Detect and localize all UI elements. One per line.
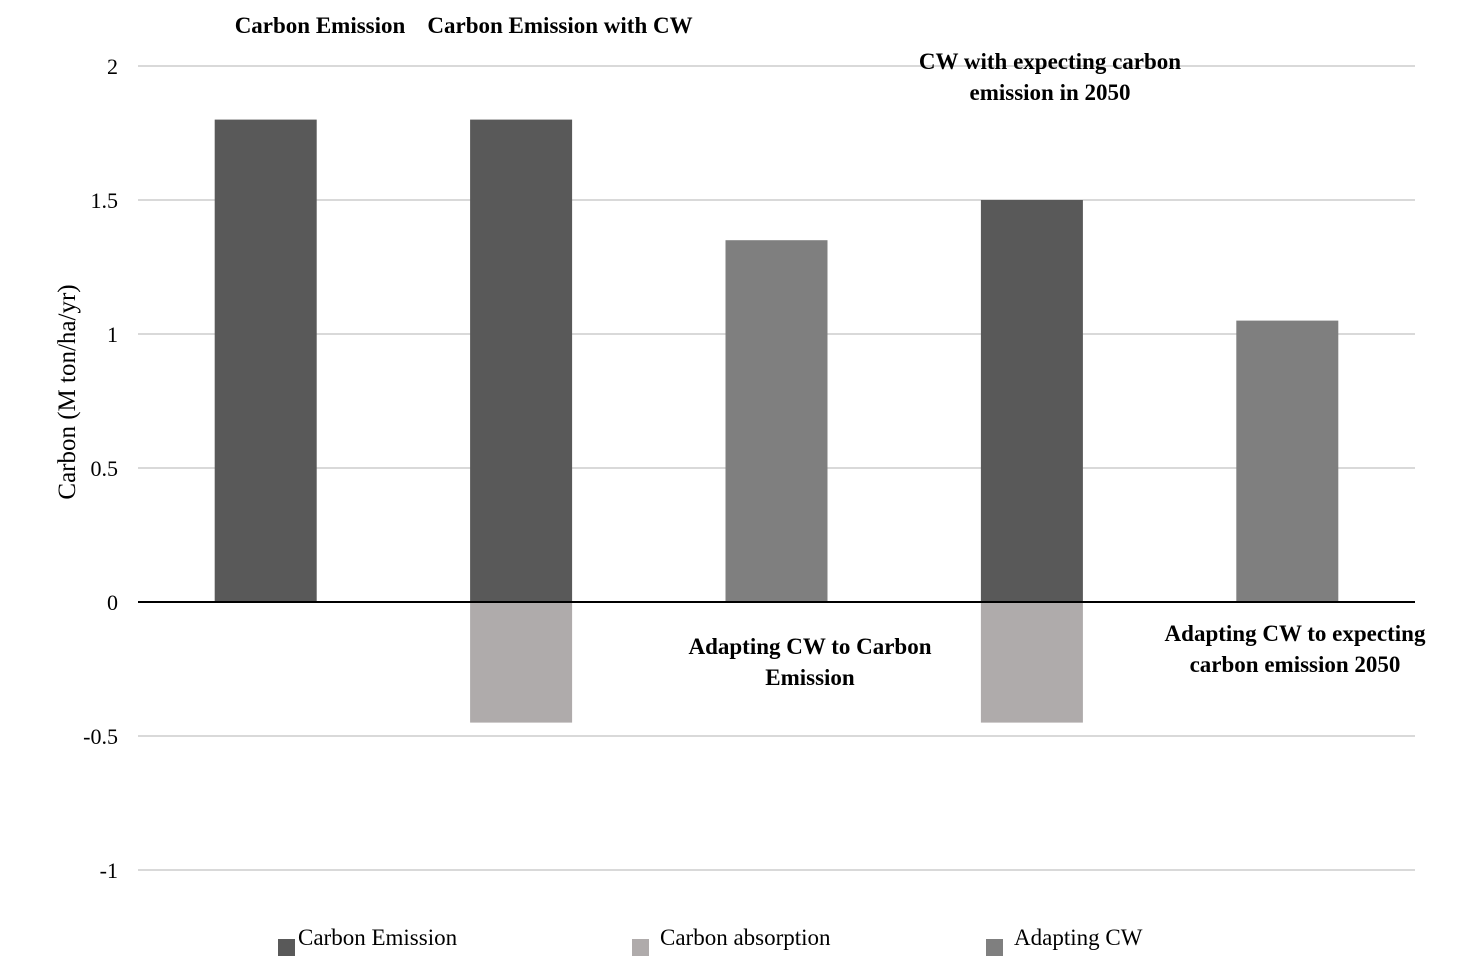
bar-carbon-absorption [470, 602, 573, 723]
category-label: CW with expecting carbon [919, 49, 1181, 74]
bar-adapting-cw [725, 240, 828, 602]
category-label: Emission [765, 665, 855, 690]
bar-carbon-emission [470, 119, 573, 602]
bar-carbon-emission [980, 200, 1083, 602]
category-label: Adapting CW to Carbon [688, 634, 931, 659]
legend-label: Carbon absorption [660, 925, 831, 950]
bars [214, 119, 1339, 723]
bar-adapting-cw [1236, 320, 1339, 602]
legend-swatch [632, 939, 649, 956]
y-tick-label: 0 [107, 590, 118, 615]
category-label: emission in 2050 [969, 80, 1130, 105]
legend-label: Adapting CW [1014, 925, 1143, 950]
category-label: Carbon Emission with CW [427, 13, 692, 38]
legend-swatch [278, 939, 295, 956]
category-label: Carbon Emission [235, 13, 406, 38]
legend-label: Carbon Emission [298, 925, 458, 950]
legend: Carbon Emission Carbon absorption Adapting… [278, 925, 1143, 956]
legend-swatch [986, 939, 1003, 956]
y-axis-title: Carbon (M ton/ha/yr) [54, 284, 81, 499]
y-tick-label: 1 [107, 322, 118, 347]
category-label: carbon emission 2050 [1190, 652, 1401, 677]
y-tick-label: -1 [100, 858, 118, 883]
bar-carbon-absorption [980, 602, 1083, 723]
y-tick-label: 2 [107, 54, 118, 79]
y-tick-label: 0.5 [91, 456, 119, 481]
category-annotations: Carbon Emission Carbon Emission with CW Ad… [235, 13, 1426, 690]
y-tick-label: 1.5 [91, 188, 119, 213]
bar-carbon-emission [214, 119, 317, 602]
y-tick-label: -0.5 [83, 724, 118, 749]
category-label: Adapting CW to expecting [1165, 621, 1426, 646]
y-axis-tick-labels: 2 1.5 1 0.5 0 -0.5 -1 [83, 54, 118, 883]
